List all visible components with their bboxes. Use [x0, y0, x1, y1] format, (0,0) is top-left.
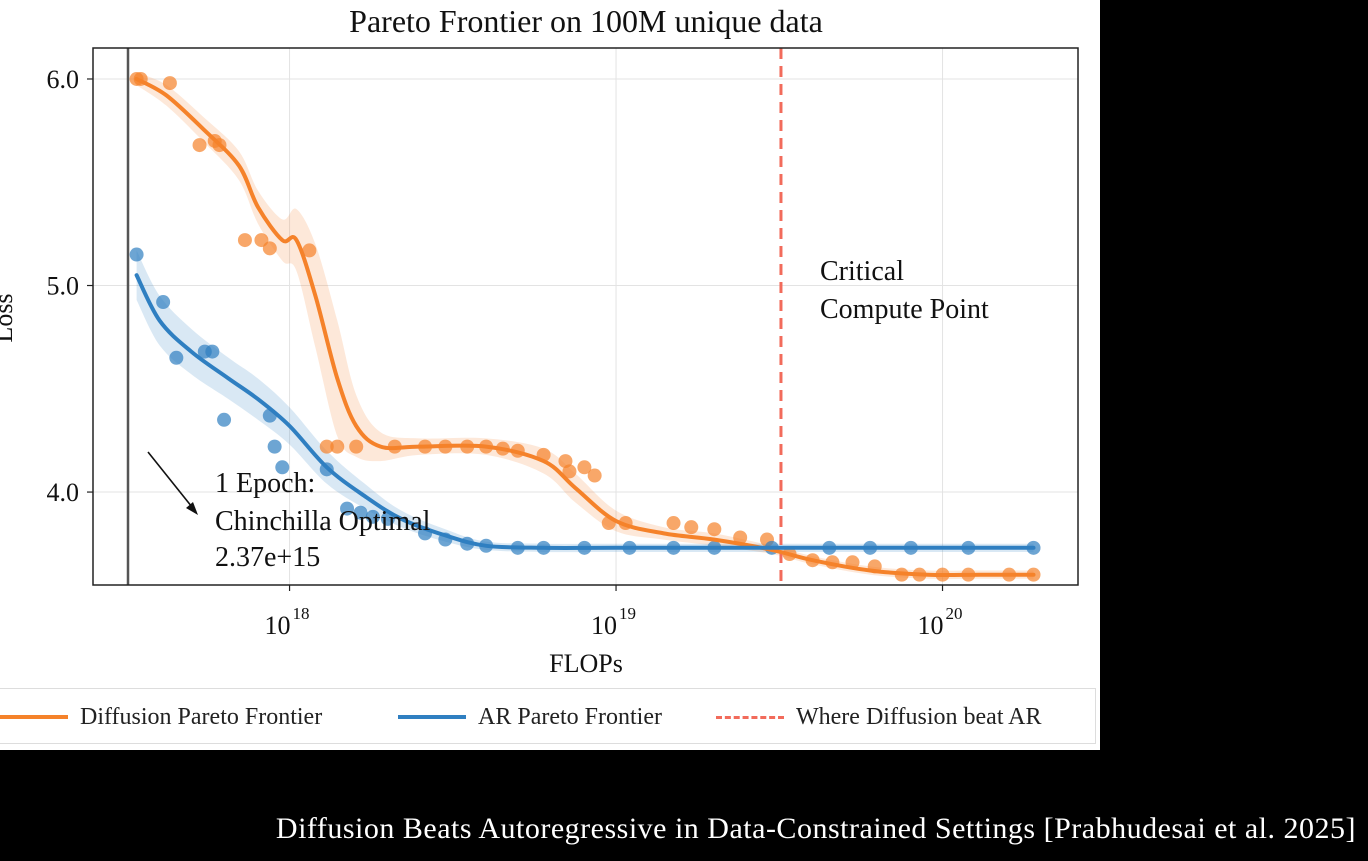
legend-swatch-critical — [716, 715, 784, 719]
ar-data-point — [156, 295, 171, 310]
epoch-annotation-line3: 2.37e+15 — [215, 542, 320, 573]
legend-item-critical: Where Diffusion beat AR — [716, 689, 1042, 745]
x-tick-exponent: 18 — [293, 604, 310, 623]
epoch-annotation-line2: Chinchilla Optimal — [215, 506, 431, 537]
legend: Diffusion Pareto Frontier AR Pareto Fron… — [0, 688, 1096, 744]
x-tick-exponent: 19 — [619, 604, 636, 623]
legend-label-critical: Where Diffusion beat AR — [796, 703, 1042, 730]
axis-ticks: 6.05.04.010 18 10 19 10 20 — [47, 65, 963, 640]
chart-svg: Pareto Frontier on 100M unique data 6.0 5… — [0, 3, 1079, 678]
diffusion-data-point — [302, 243, 317, 258]
y-tick-label: 4.0 — [47, 478, 80, 507]
slide-caption: Diffusion Beats Autoregressive in Data-C… — [275, 812, 1356, 845]
y-axis-label: Loss — [0, 293, 18, 342]
reference-lines — [126, 48, 783, 585]
diffusion-data-point — [707, 522, 722, 537]
diffusion-data-point — [192, 138, 207, 153]
ar-data-point — [340, 501, 355, 516]
legend-label-diffusion: Diffusion Pareto Frontier — [80, 703, 323, 730]
epoch-arrow-head — [186, 502, 198, 515]
ar-data-point — [275, 460, 290, 475]
ar-data-point — [205, 344, 220, 359]
diffusion-data-point — [587, 468, 602, 483]
diffusion-data-point — [666, 516, 681, 531]
x-tick-label: 10 — [265, 611, 291, 640]
legend-swatch-ar — [398, 715, 466, 719]
diffusion-data-point — [319, 439, 334, 454]
y-tick-label: 6.0 — [47, 65, 80, 94]
diffusion-frontier-line — [134, 77, 1036, 578]
legend-label-ar: AR Pareto Frontier — [478, 703, 662, 730]
legend-item-ar: AR Pareto Frontier — [398, 689, 662, 745]
diffusion-data-point — [262, 241, 277, 256]
grid — [93, 48, 1078, 585]
diffusion-data-point — [684, 520, 699, 535]
ar-frontier-line — [134, 273, 1036, 550]
chart-panel: Pareto Frontier on 100M unique data 6.0 5… — [0, 0, 1100, 750]
critical-annotation-line2: Compute Point — [820, 294, 989, 325]
diffusion-data-point — [237, 233, 252, 248]
diffusion-data-point — [562, 464, 577, 479]
ar-data-point — [169, 350, 184, 365]
diffusion-data-point — [577, 460, 592, 475]
epoch-arrow — [147, 451, 197, 513]
chart-title: Pareto Frontier on 100M unique data — [349, 3, 823, 39]
plot-frame — [92, 47, 1079, 586]
diffusion-data-point — [733, 530, 748, 545]
x-tick-exponent: 20 — [946, 604, 963, 623]
epoch-annotation-line1: 1 Epoch: — [215, 468, 315, 499]
diffusion-data-point — [349, 439, 364, 454]
frontier-curves — [134, 77, 1036, 578]
critical-annotation-line1: Critical — [820, 256, 904, 287]
legend-item-diffusion: Diffusion Pareto Frontier — [0, 689, 322, 745]
diffusion-confidence-band — [136, 72, 1034, 580]
diffusion-data-point — [162, 76, 177, 91]
x-axis-label: FLOPs — [549, 649, 623, 678]
confidence-bands — [136, 72, 1034, 580]
y-tick-label: 5.0 — [47, 272, 80, 301]
legend-swatch-diffusion — [0, 715, 68, 719]
ar-data-point — [129, 247, 144, 262]
ar-data-point — [365, 509, 380, 524]
diffusion-data-point — [330, 439, 345, 454]
x-tick-label: 10 — [918, 611, 944, 640]
ar-data-point — [353, 505, 368, 520]
x-tick-label: 10 — [591, 611, 617, 640]
ar-data-point — [217, 412, 232, 427]
ar-data-point — [267, 439, 282, 454]
